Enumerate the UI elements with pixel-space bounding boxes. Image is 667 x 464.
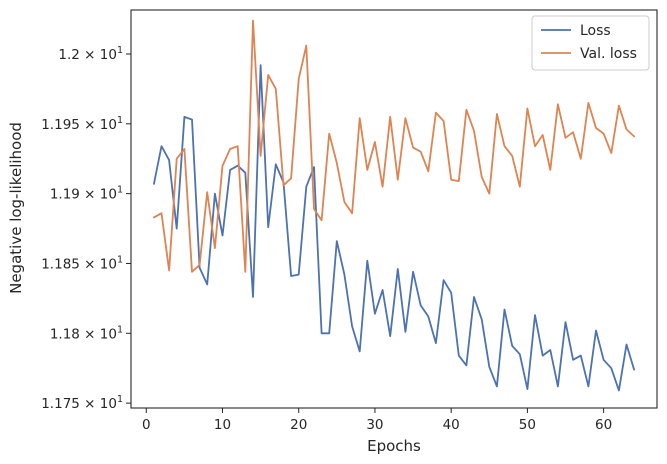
x-tick-label: 50 [519,417,536,433]
legend-label-loss: Loss [580,23,611,39]
series-line-val-loss [152,19,635,273]
x-axis: 0 10 20 30 40 50 60 [142,408,612,433]
series-line-loss [152,64,635,392]
y-tick-label: 1.175 × 101 [41,394,123,412]
series-layer [152,19,635,392]
x-tick-label: 10 [214,417,231,433]
y-tick-label: 1.195 × 101 [41,115,123,133]
y-axis-label: Negative log-likelihood [7,122,25,294]
y-tick-label: 1.2 × 101 [58,45,123,63]
y-axis: 1.175 × 101 1.18 × 101 1.185 × 101 1.19 × 1… [41,45,131,412]
x-tick-label: 0 [142,417,151,433]
x-tick-label: 30 [366,417,383,433]
y-tick-label: 1.185 × 101 [41,254,123,272]
y-tick-label: 1.19 × 101 [50,185,123,203]
x-tick-label: 40 [443,417,460,433]
x-tick-label: 20 [290,417,307,433]
x-axis-label: Epochs [367,437,421,455]
x-tick-label: 60 [595,417,612,433]
legend-label-val-loss: Val. loss [580,46,637,62]
y-tick-label: 1.18 × 101 [50,324,123,342]
legend: Loss Val. loss [531,15,650,71]
